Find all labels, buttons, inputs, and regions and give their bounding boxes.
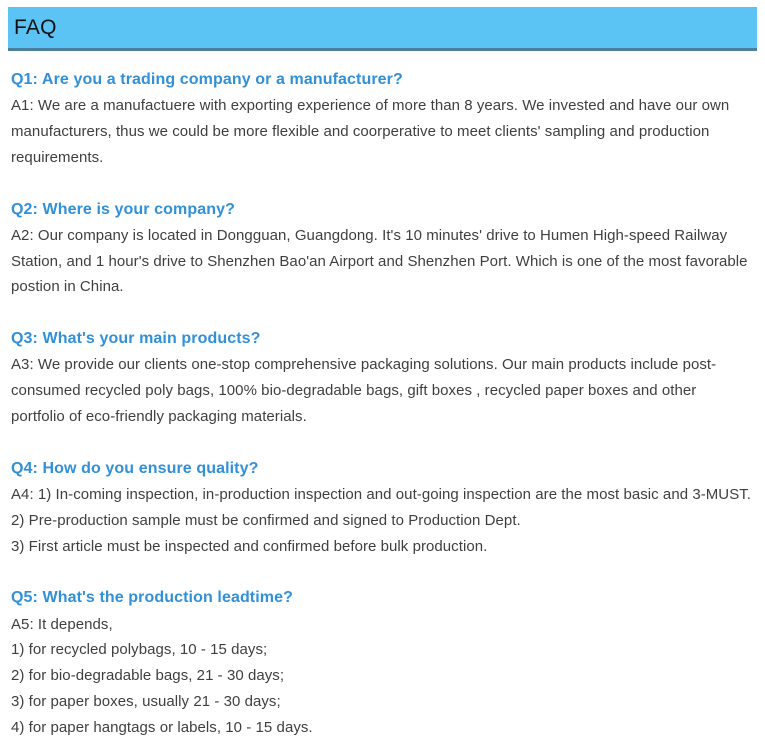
faq-answer-line: A3: We provide our clients one-stop comp… [11,356,717,425]
faq-answer-line: 3) for paper boxes, usually 21 - 30 days… [11,692,281,710]
faq-question: Q1: Are you a trading company or a manuf… [11,71,403,88]
faq-question: Q4: How do you ensure quality? [11,459,259,477]
faq-answer: A5: It depends, 1) for recycled polybags,… [11,612,753,741]
faq-answer: A3: We provide our clients one-stop comp… [11,352,753,429]
faq-answer-line: 2) Pre-production sample must be confirm… [11,511,521,529]
faq-item: Q2: Where is your company? A2: Our compan… [11,198,753,301]
page-title: FAQ [14,16,57,39]
faq-answer-line: A2: Our company is located in Dongguan, … [11,226,748,296]
faq-answer-line: A4: 1) In-coming inspection, in-producti… [11,485,752,503]
faq-question: Q3: What's your main products? [11,330,261,348]
faq-answer-line: 4) for paper hangtags or labels, 10 - 15… [11,718,313,736]
faq-answer-line: 1) for recycled polybags, 10 - 15 days; [11,641,268,659]
faq-answer-line: A5: It depends, [11,615,113,633]
faq-answer: A1: We are a manufactuere with exporting… [11,93,753,170]
faq-list: Q1: Are you a trading company or a manuf… [11,68,753,740]
faq-question: Q5: What's the production leadtime? [11,589,293,607]
faq-answer-line: 3) First article must be inspected and c… [11,537,488,555]
faq-answer-line: A1: We are a manufactuere with exporting… [11,97,730,166]
faq-item: Q4: How do you ensure quality? A4: 1) In-… [11,457,753,560]
faq-item: Q1: Are you a trading company or a manuf… [11,68,753,171]
faq-question: Q2: Where is your company? [11,200,235,218]
faq-item: Q3: What's your main products? A3: We pro… [11,327,753,430]
faq-item: Q5: What's the production leadtime? A5: I… [11,586,753,740]
faq-answer: A2: Our company is located in Dongguan, … [11,223,753,300]
faq-answer-line: 2) for bio-degradable bags, 21 - 30 days… [11,667,285,685]
faq-answer: A4: 1) In-coming inspection, in-producti… [11,482,753,559]
faq-header-band: FAQ [8,7,757,51]
